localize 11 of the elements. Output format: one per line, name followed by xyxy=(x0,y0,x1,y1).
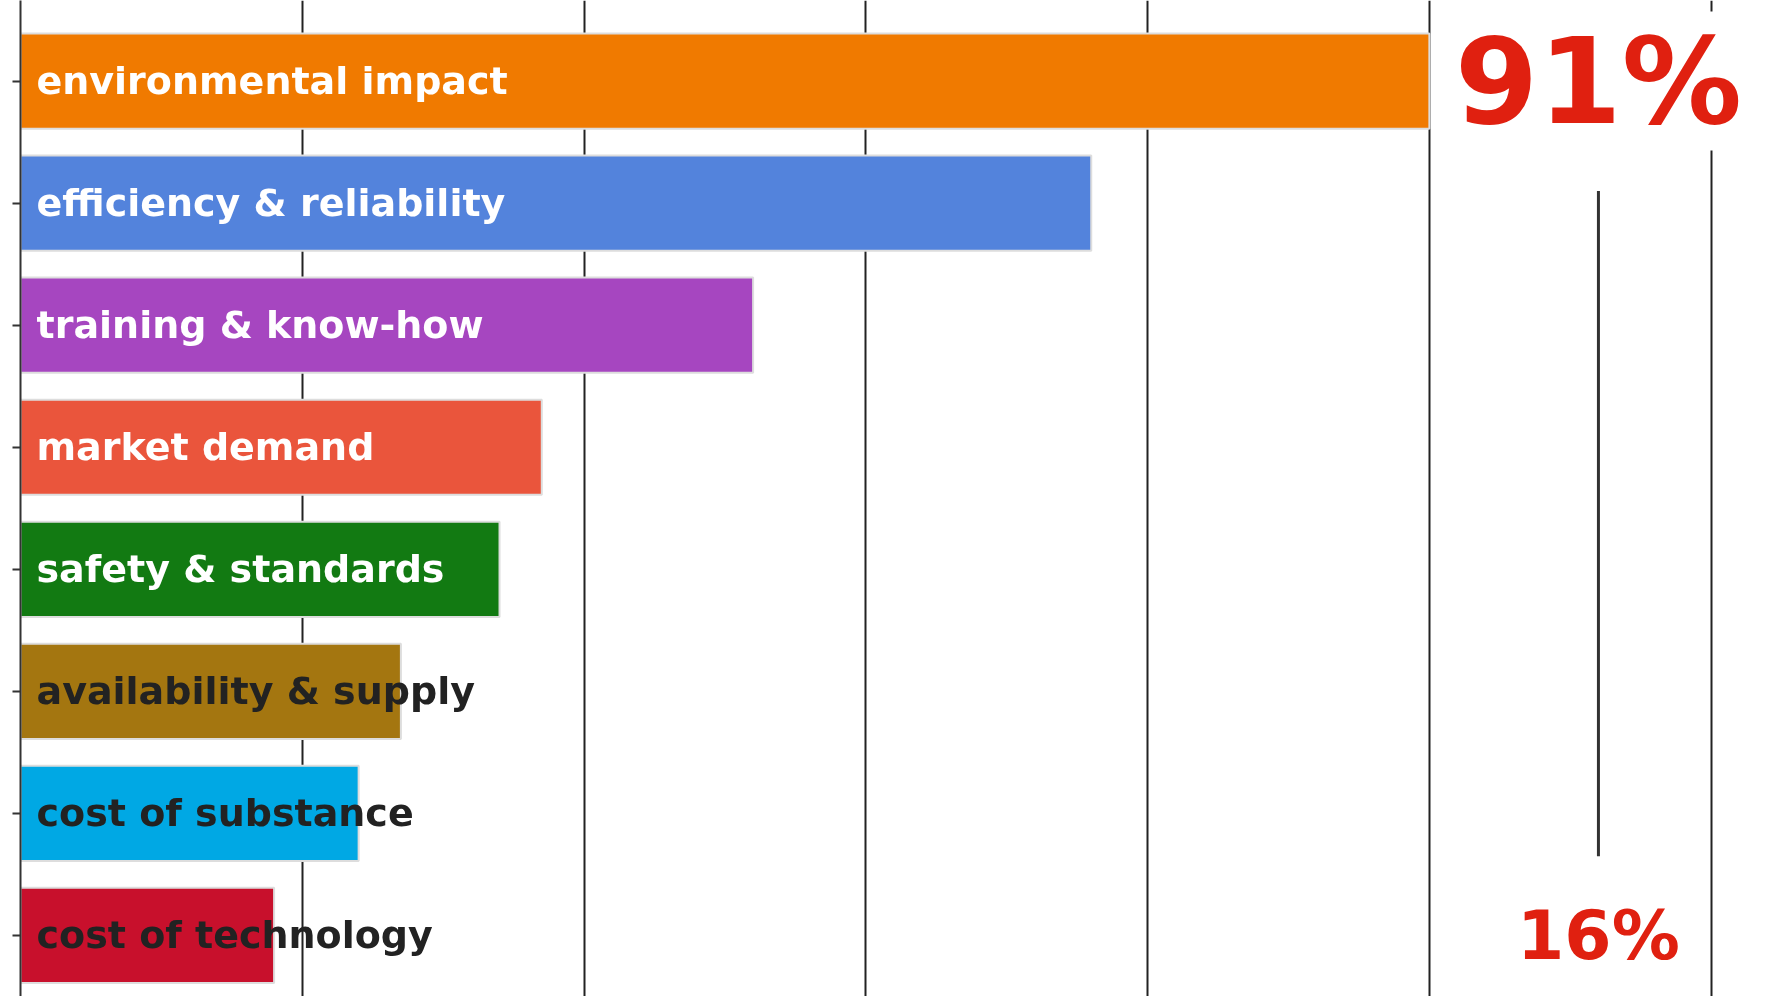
y-tick-label: market demand xyxy=(36,425,375,470)
y-tick-label: safety & standards xyxy=(36,547,445,592)
y-tick-label: efficiency & reliability xyxy=(36,181,506,226)
bar xyxy=(20,154,1093,252)
text: 16% xyxy=(1517,895,1680,975)
y-tick-label: training & know-how xyxy=(36,303,484,348)
bar xyxy=(20,398,543,496)
bar xyxy=(20,276,755,374)
text: 91% xyxy=(1454,11,1743,151)
bar xyxy=(20,32,1431,130)
y-tick-label: environmental impact xyxy=(36,59,508,104)
